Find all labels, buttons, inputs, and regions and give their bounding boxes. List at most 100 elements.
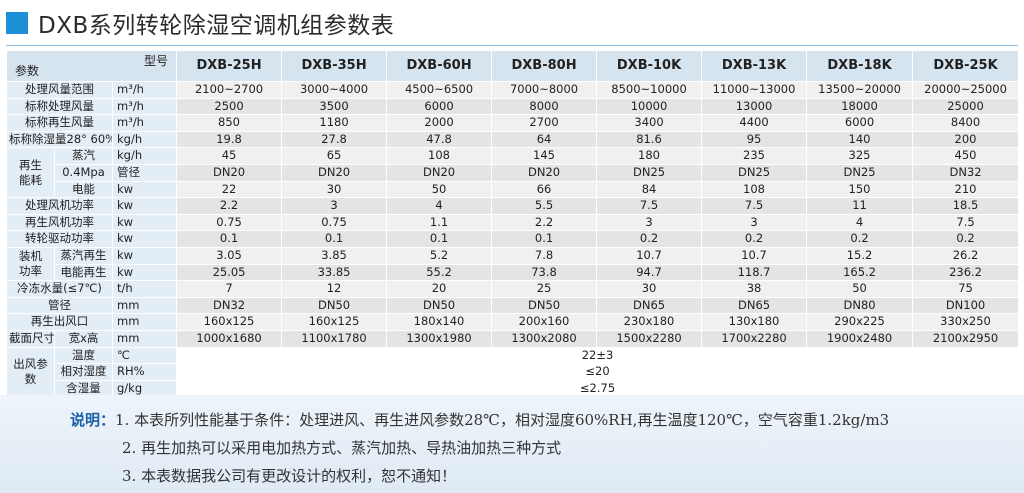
value-cell: 30 bbox=[281, 180, 388, 199]
sub-label: 宽x高 bbox=[54, 329, 113, 348]
value-cell: 7.8 bbox=[491, 246, 598, 265]
value-cell: 235 bbox=[701, 147, 808, 165]
model-label: 型号 bbox=[144, 54, 169, 68]
value-cell: 7000~8000 bbox=[491, 81, 598, 99]
merged-value-cell: 22±3 bbox=[176, 346, 1020, 365]
value-cell: 4 bbox=[806, 213, 914, 232]
unit-cell: m³/h bbox=[111, 114, 178, 132]
value-cell: 33.85 bbox=[281, 263, 388, 282]
value-cell: 20000~25000 bbox=[912, 81, 1020, 99]
value-cell: 1700x2280 bbox=[701, 329, 808, 348]
value-cell: 7 bbox=[176, 280, 283, 298]
row-label: 再生风机功率 bbox=[6, 213, 113, 232]
model-header: DXB-25H bbox=[176, 50, 283, 82]
sub-label: 0.4Mpa bbox=[54, 163, 113, 182]
table-row: 转轮驱动功率 kw 0.1 0.1 0.1 0.1 0.2 0.2 0.2 0.2 bbox=[6, 230, 1020, 248]
unit-cell: mm bbox=[111, 329, 178, 348]
value-cell: 0.75 bbox=[281, 213, 388, 232]
value-cell: 5.5 bbox=[491, 197, 598, 215]
value-cell: DN65 bbox=[701, 296, 808, 315]
value-cell: 20 bbox=[386, 280, 493, 298]
value-cell: 2100x2950 bbox=[912, 329, 1020, 348]
value-cell: 13000 bbox=[701, 97, 808, 116]
value-cell: 4500~6500 bbox=[386, 81, 493, 99]
table-row: 处理风机功率 kw 2.2 3 4 5.5 7.5 7.5 11 18.5 bbox=[6, 197, 1020, 215]
sub-label: 温度 bbox=[54, 346, 113, 365]
value-cell: 330x250 bbox=[912, 313, 1020, 331]
table-row: 标称再生风量 m³/h 850 1180 2000 2700 3400 4400 6000 840… bbox=[6, 114, 1020, 132]
notes-panel: 说明：1. 本表所列性能基于条件：处理进风、再生进风参数28℃，相对湿度60%R… bbox=[0, 395, 1024, 493]
value-cell: 108 bbox=[386, 147, 493, 165]
value-cell: 160x125 bbox=[176, 313, 283, 331]
value-cell: 1300x2080 bbox=[491, 329, 598, 348]
sub-label: 蒸汽再生 bbox=[54, 246, 113, 265]
value-cell: DN50 bbox=[386, 296, 493, 315]
table-row: 再生出风口 mm 160x125 160x125 180x140 200x160 230x1… bbox=[6, 313, 1020, 331]
value-cell: 108 bbox=[701, 180, 808, 199]
value-cell: 1500x2280 bbox=[596, 329, 703, 348]
table-row: 冷冻水量(≤7℃) t/h 7 12 20 25 30 38 50 75 bbox=[6, 280, 1020, 298]
value-cell: 165.2 bbox=[806, 263, 914, 282]
unit-cell: ℃ bbox=[111, 346, 178, 365]
value-cell: 95 bbox=[701, 130, 808, 149]
note-line-1: 说明：1. 本表所列性能基于条件：处理进风、再生进风参数28℃，相对湿度60%R… bbox=[70, 409, 889, 430]
value-cell: 118.7 bbox=[701, 263, 808, 282]
model-header: DXB-10K bbox=[596, 50, 703, 82]
value-cell: 2.2 bbox=[176, 197, 283, 215]
value-cell: 325 bbox=[806, 147, 914, 165]
value-cell: 18.5 bbox=[912, 197, 1020, 215]
unit-cell: m³/h bbox=[111, 97, 178, 116]
value-cell: DN25 bbox=[806, 163, 914, 182]
value-cell: 130x180 bbox=[701, 313, 808, 331]
unit-cell: kw bbox=[111, 213, 178, 232]
value-cell: 145 bbox=[491, 147, 598, 165]
value-cell: DN20 bbox=[386, 163, 493, 182]
row-label: 冷冻水量(≤7℃) bbox=[6, 280, 113, 298]
value-cell: DN50 bbox=[491, 296, 598, 315]
table-row: 装机 功率 蒸汽再生 kw 3.05 3.85 5.2 7.8 10.7 10.7 15.2 26.… bbox=[6, 246, 1020, 282]
model-header: DXB-80H bbox=[491, 50, 598, 82]
model-header: DXB-25K bbox=[912, 50, 1020, 82]
value-cell: DN20 bbox=[281, 163, 388, 182]
table-row: 电能再生 kw 25.05 33.85 55.2 73.8 94.7 118.7 165.2 23… bbox=[7, 263, 1020, 282]
value-cell: 4400 bbox=[701, 114, 808, 132]
row-label: 再生出风口 bbox=[6, 313, 113, 331]
row-label: 转轮驱动功率 bbox=[6, 230, 113, 248]
model-header: DXB-60H bbox=[386, 50, 493, 82]
table-row: 再生 能耗 蒸汽 kg/h 45 65 108 145 180 235 325 450 bbox=[6, 147, 1020, 199]
sub-label: 电能 bbox=[54, 180, 113, 199]
value-cell: 0.1 bbox=[386, 230, 493, 248]
unit-cell: 管径 bbox=[111, 163, 178, 182]
value-cell: 3 bbox=[701, 213, 808, 232]
value-cell: 1000x1680 bbox=[176, 329, 283, 348]
value-cell: DN80 bbox=[806, 296, 914, 315]
value-cell: 65 bbox=[281, 147, 388, 165]
unit-cell: kw bbox=[111, 197, 178, 215]
value-cell: 13500~20000 bbox=[806, 81, 914, 99]
merged-value-cell: ≤20 bbox=[176, 363, 1020, 381]
value-cell: 160x125 bbox=[281, 313, 388, 331]
value-cell: 0.2 bbox=[912, 230, 1020, 248]
value-cell: 47.8 bbox=[386, 130, 493, 149]
value-cell: 200x160 bbox=[491, 313, 598, 331]
value-cell: 66 bbox=[491, 180, 598, 199]
value-cell: 0.2 bbox=[596, 230, 703, 248]
model-header: DXB-13K bbox=[701, 50, 808, 82]
spec-table: 参数 型号 DXB-25H DXB-35H DXB-60H DXB-80H DX… bbox=[5, 50, 1020, 398]
sub-label: 相对湿度 bbox=[54, 363, 113, 381]
value-cell: 2100~2700 bbox=[176, 81, 283, 99]
row-label: 处理风量范围 bbox=[6, 81, 113, 99]
value-cell: 81.6 bbox=[596, 130, 703, 149]
row-label: 管径 bbox=[6, 296, 113, 315]
value-cell: 230x180 bbox=[596, 313, 703, 331]
value-cell: 8000 bbox=[491, 97, 598, 116]
value-cell: 7.5 bbox=[596, 197, 703, 215]
value-cell: 290x225 bbox=[806, 313, 914, 331]
table-row: 管径 mm DN32 DN50 DN50 DN50 DN65 DN65 DN80 DN100 bbox=[6, 296, 1020, 315]
table-row: 相对湿度 RH% ≤20 bbox=[7, 363, 1020, 381]
row-label: 截面尺寸 bbox=[6, 329, 55, 348]
table-row: 再生风机功率 kw 0.75 0.75 1.1 2.2 3 3 4 7.5 bbox=[6, 213, 1020, 232]
note-line-2: 2. 再生加热可以采用电加热方式、蒸汽加热、导热油加热三种方式 bbox=[122, 439, 562, 457]
value-cell: 10.7 bbox=[701, 246, 808, 265]
note-line-3: 3. 本表数据我公司有更改设计的权利，恕不通知！ bbox=[122, 467, 457, 485]
